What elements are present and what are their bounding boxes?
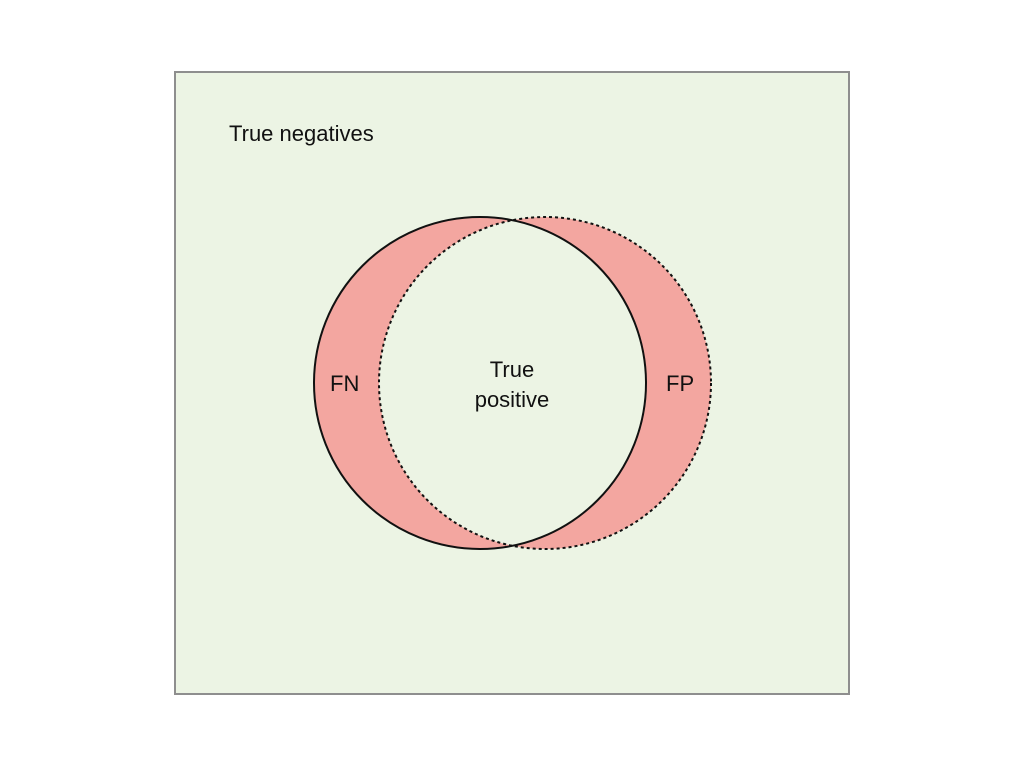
error-regions xyxy=(314,217,711,549)
true-negatives-label: True negatives xyxy=(229,121,374,146)
predicted-circle-outline xyxy=(378,216,712,550)
false-positive-label: FP xyxy=(666,371,695,396)
true-positive-line1: True xyxy=(489,357,535,382)
true-positive-label: True positive xyxy=(452,355,572,415)
actual-circle-outline xyxy=(313,216,647,550)
true-positive-line2: positive xyxy=(474,387,550,412)
false-negative-label: FN xyxy=(330,371,360,396)
